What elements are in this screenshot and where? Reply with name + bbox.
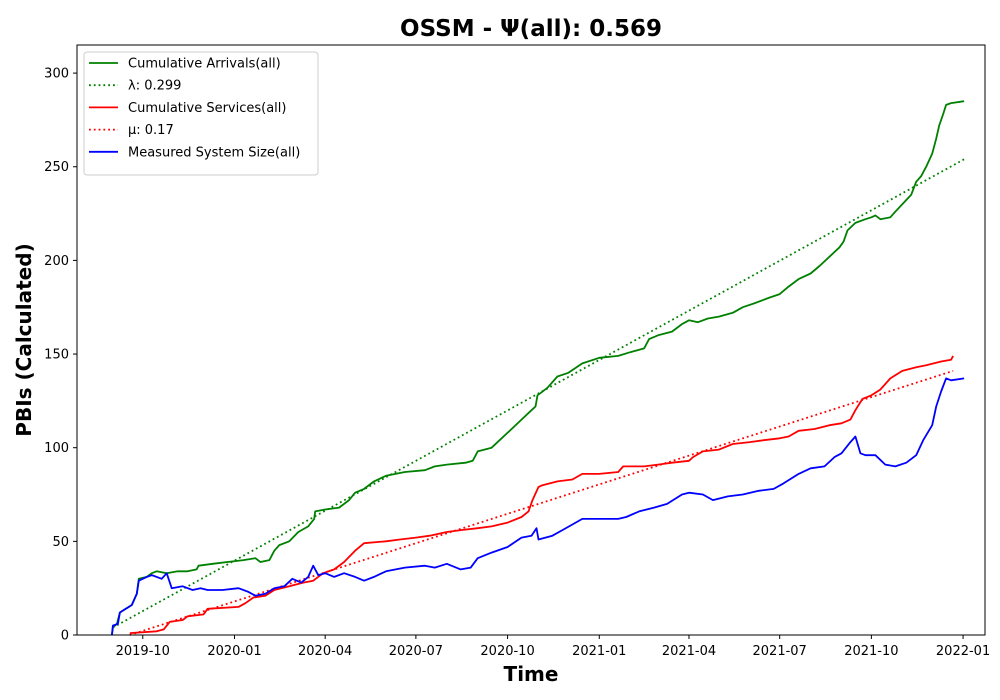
x-axis: 2019-10 2020-01 2020-04 2020-07 2020-10 2021-…: [116, 635, 990, 659]
series-line-1: [111, 100, 965, 636]
x-tick-label: 2020-07: [389, 644, 443, 659]
x-tick-label: 2019-10: [116, 644, 170, 659]
y-tick-label: 250: [44, 160, 69, 175]
legend-label: Cumulative Arrivals(all): [128, 57, 281, 72]
legend-label: Cumulative Services(all): [128, 101, 286, 116]
legend-label: μ: 0.17: [128, 123, 174, 138]
series-layer: [111, 100, 965, 636]
x-axis-title: Time: [504, 662, 559, 686]
y-tick-label: 100: [44, 441, 69, 456]
x-tick-label: 2021-01: [572, 644, 626, 659]
series-line-4: [129, 370, 954, 636]
y-tick-label: 200: [44, 254, 69, 269]
series-line-5: [111, 377, 965, 636]
x-tick-label: 2020-04: [298, 644, 352, 659]
y-tick-label: 0: [61, 629, 69, 644]
x-tick-label: 2021-07: [753, 644, 807, 659]
x-tick-label: 2021-10: [844, 644, 898, 659]
legend-box: [83, 51, 319, 176]
y-tick-label: 50: [52, 535, 69, 550]
legend-label: λ: 0.299: [128, 79, 181, 94]
legend: Cumulative Arrivals(all) λ: 0.299 Cumulati…: [83, 51, 319, 176]
x-tick-label: 2021-04: [662, 644, 716, 659]
chart-title: OSSM - Ψ(all): 0.569: [400, 16, 662, 42]
x-tick-label: 2022-01: [936, 644, 990, 659]
y-axis-title: PBIs (Calculated): [12, 243, 36, 436]
y-axis: 0 50 100 150 200 250 300: [44, 67, 77, 644]
x-tick-label: 2020-10: [480, 644, 534, 659]
x-tick-label: 2020-01: [207, 644, 261, 659]
y-tick-label: 150: [44, 348, 69, 363]
legend-label: Measured System Size(all): [128, 145, 300, 160]
series-line-3: [129, 355, 954, 634]
plot-frame: [76, 44, 986, 636]
y-tick-label: 300: [44, 67, 69, 82]
series-line-2: [112, 158, 965, 629]
